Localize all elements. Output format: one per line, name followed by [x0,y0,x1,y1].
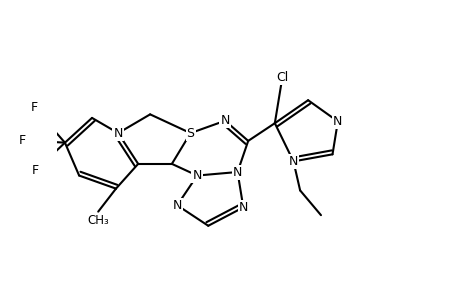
Text: F: F [30,101,37,114]
Text: F: F [18,134,25,147]
Text: N: N [192,169,202,182]
Text: N: N [332,115,342,128]
Text: N: N [232,166,242,178]
Text: Cl: Cl [276,71,288,84]
Text: N: N [220,114,230,127]
Text: N: N [238,201,247,214]
Text: S: S [186,127,194,140]
Text: F: F [32,164,39,178]
Text: N: N [113,127,123,140]
Text: N: N [172,199,181,212]
Text: CH₃: CH₃ [87,214,109,227]
Text: N: N [288,155,297,168]
